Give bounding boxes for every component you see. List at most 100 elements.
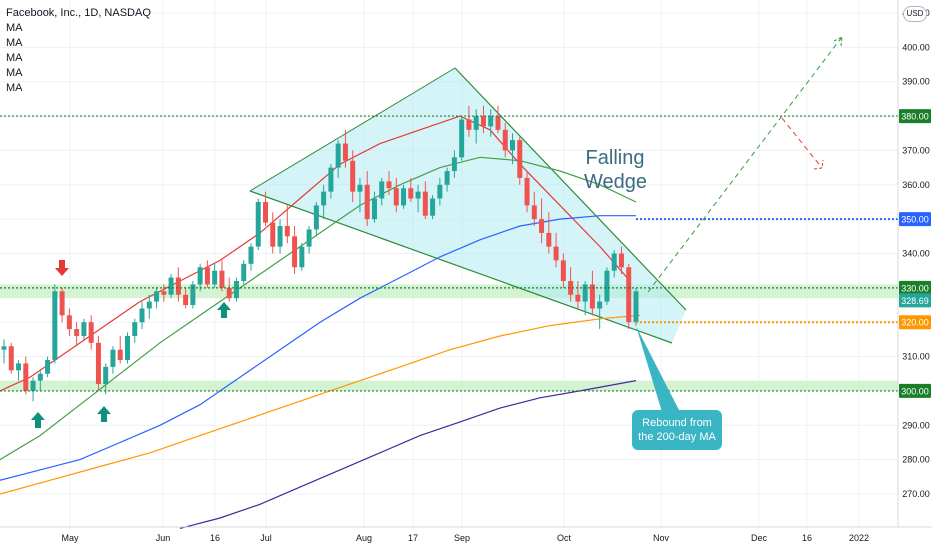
candle-body <box>386 181 392 189</box>
candle <box>415 184 421 213</box>
candle <box>132 318 138 343</box>
indicator-ma-1[interactable]: MA <box>6 22 23 34</box>
symbol-title[interactable]: Facebook, Inc., 1D, NASDAQ <box>6 7 151 19</box>
candle-body <box>531 205 537 220</box>
candle <box>139 301 145 330</box>
price-tick-label: 290.00 <box>902 420 930 430</box>
candle <box>212 263 218 288</box>
candle-body <box>350 160 356 192</box>
candle-body <box>154 291 160 302</box>
projection-arrows <box>636 36 843 412</box>
callout-box: Rebound from the 200-day MA <box>632 410 722 450</box>
candle <box>183 287 189 309</box>
candle <box>117 335 123 364</box>
candle <box>299 243 305 271</box>
candle <box>16 360 22 381</box>
candle <box>66 308 72 336</box>
candle-body <box>110 349 116 367</box>
candle-body <box>146 301 152 309</box>
candle <box>204 260 210 288</box>
candle <box>611 250 617 278</box>
candle-body <box>575 294 581 302</box>
candle-body <box>248 246 254 264</box>
support-zone <box>0 380 898 391</box>
candle-body <box>197 267 203 285</box>
price-tick-label: 270.00 <box>902 489 930 499</box>
candle <box>401 184 407 209</box>
candle <box>386 171 392 196</box>
price-tick-label: 390.00 <box>902 77 930 87</box>
pattern-label-line-1: Falling <box>585 147 645 169</box>
candle <box>546 212 552 254</box>
indicator-ma-2[interactable]: MA <box>6 37 23 49</box>
candle-body <box>437 184 443 199</box>
wedge-resistance-line <box>454 67 687 311</box>
candle <box>226 277 232 302</box>
candle <box>313 201 319 237</box>
time-tick-label: Sep <box>454 533 470 543</box>
candle <box>379 177 385 206</box>
candle-body <box>597 301 603 309</box>
candle-body <box>95 342 101 385</box>
price-tick-label: 310.00 <box>902 352 930 362</box>
candle <box>328 164 334 199</box>
signal-arrows <box>31 260 231 428</box>
horizontal-levels: 380.00 350.00 330.00 320.00 300.00 328.69 <box>0 109 931 398</box>
indicator-ma-3[interactable]: MA <box>6 52 23 64</box>
candle <box>553 232 559 268</box>
candle <box>52 284 58 364</box>
candle-body <box>633 291 639 323</box>
candle-body <box>357 184 363 192</box>
candle <box>451 150 457 178</box>
candle <box>531 191 537 227</box>
candle <box>495 105 501 134</box>
candle <box>539 198 545 244</box>
candle <box>618 246 624 275</box>
candle <box>74 322 80 347</box>
candle-body <box>335 143 341 168</box>
candle <box>335 140 341 178</box>
level-label: 330.00 <box>901 283 929 293</box>
candle-body <box>517 140 523 178</box>
candlesticks <box>1 105 639 402</box>
candle-body <box>81 322 87 336</box>
candle <box>575 280 581 309</box>
candle-body <box>161 291 167 295</box>
bearish-projection-line <box>781 117 823 169</box>
candle-body <box>415 191 421 199</box>
buy-signal-arrow-2 <box>97 406 111 422</box>
level-label-bg <box>899 383 931 398</box>
time-tick-label: Oct <box>557 533 572 543</box>
candle-body <box>379 181 385 199</box>
last-price-label: 328.69 <box>901 296 929 306</box>
time-axis[interactable]: May Jun 16 Jul Aug 17 Sep Oct Nov Dec 16 2022 <box>0 526 932 543</box>
candle-body <box>175 277 181 295</box>
candle <box>154 287 160 309</box>
candle <box>219 260 225 292</box>
candle-body <box>582 284 588 302</box>
candle-body <box>393 188 399 206</box>
callout-pointer <box>636 326 680 412</box>
candle <box>459 116 465 161</box>
candle <box>444 167 450 192</box>
currency-badge[interactable]: USD <box>903 6 927 22</box>
candle-body <box>321 191 327 206</box>
candle <box>306 226 312 254</box>
candle <box>284 205 290 244</box>
indicator-ma-5[interactable]: MA <box>6 82 23 94</box>
time-tick-label: Dec <box>751 533 768 543</box>
candle <box>81 318 87 340</box>
sell-signal-arrow <box>55 260 69 276</box>
candle-body <box>139 308 145 323</box>
level-label: 300.00 <box>901 386 929 396</box>
candle-body <box>23 363 29 391</box>
candle <box>197 263 203 292</box>
indicator-ma-4[interactable]: MA <box>6 67 23 79</box>
candle-body <box>1 346 7 350</box>
level-label-bg <box>899 315 931 330</box>
candle <box>422 181 428 220</box>
candle <box>88 315 94 350</box>
candle <box>241 260 247 285</box>
price-axis[interactable]: 270.00 280.00 290.00 310.00 340.00 360.00 370.… <box>897 0 930 527</box>
